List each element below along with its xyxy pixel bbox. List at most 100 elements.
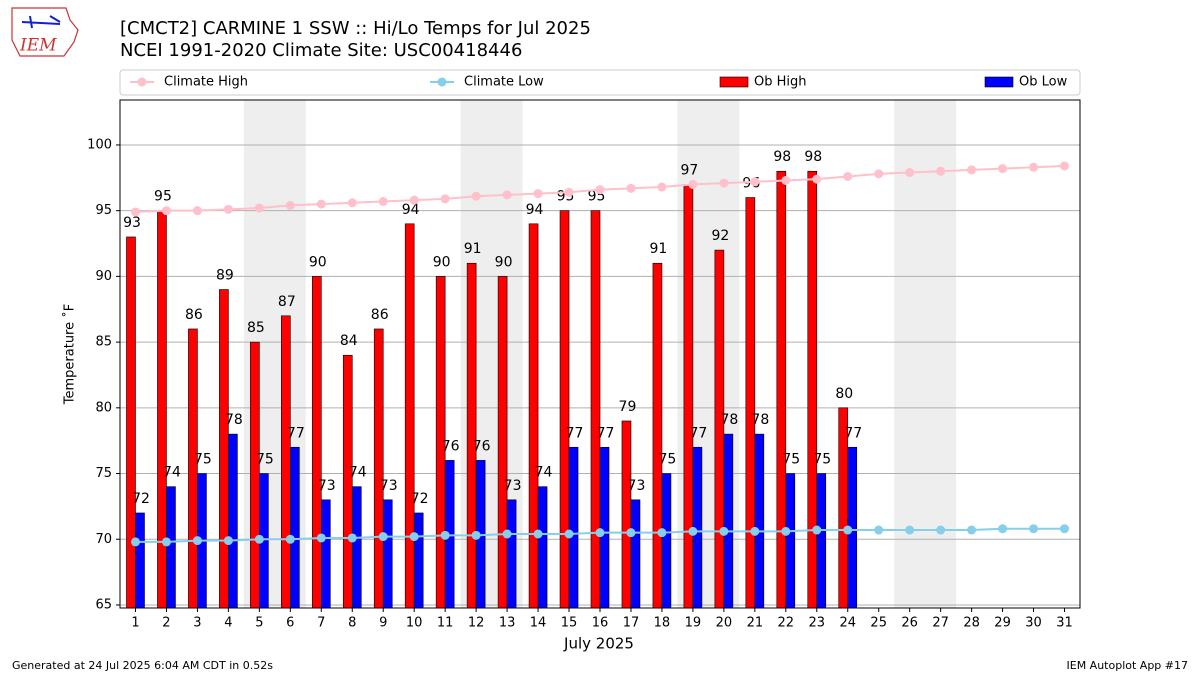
x-tick-label: 21: [747, 616, 764, 631]
bar: [250, 341, 260, 609]
line-point: [440, 530, 450, 540]
line-point: [316, 199, 326, 209]
chart-title: [CMCT2] CARMINE 1 SSW :: Hi/Lo Temps for…: [120, 18, 591, 39]
bar-value-label: 89: [216, 268, 234, 284]
line-point: [502, 529, 512, 539]
line-point: [595, 528, 605, 538]
legend-label: Climate Low: [464, 75, 544, 90]
bar-value-label: 94: [402, 202, 420, 218]
bar-value-label: 74: [535, 465, 553, 481]
bar-value-label: 85: [247, 320, 265, 336]
line-point: [502, 190, 512, 200]
line-point: [998, 164, 1008, 174]
x-tick-label: 23: [809, 616, 826, 631]
line-point: [378, 532, 388, 542]
line-point: [1060, 161, 1070, 171]
x-tick-label: 30: [1025, 616, 1042, 631]
bar: [382, 499, 393, 609]
bar: [745, 197, 756, 609]
bar-value-label: 73: [628, 478, 646, 494]
line-point: [192, 536, 202, 546]
bar-value-label: 98: [773, 149, 791, 165]
y-tick-label: 65: [95, 597, 112, 612]
bar-value-label: 98: [804, 149, 822, 165]
line-point: [626, 528, 636, 538]
x-tick-label: 14: [530, 616, 547, 631]
bar-value-label: 78: [751, 412, 769, 428]
bar-value-label: 95: [154, 189, 172, 205]
bar-value-label: 86: [371, 307, 389, 323]
line-point: [223, 536, 233, 546]
line-point: [1029, 524, 1039, 534]
line-point: [657, 182, 667, 192]
bar-value-label: 90: [495, 254, 513, 270]
line-point: [471, 191, 481, 201]
bar: [785, 473, 796, 609]
line-point: [347, 533, 357, 543]
y-tick-label: 100: [87, 137, 112, 152]
bar: [807, 170, 818, 609]
line-point: [533, 529, 543, 539]
bar-value-label: 72: [411, 491, 429, 507]
y-tick-label: 90: [95, 269, 112, 284]
x-tick-label: 4: [224, 616, 232, 631]
x-tick-label: 17: [623, 616, 640, 631]
weekend-shade: [894, 100, 957, 608]
line-point: [1060, 524, 1070, 534]
x-tick-label: 18: [654, 616, 671, 631]
line-point: [719, 178, 729, 188]
x-tick-label: 15: [561, 616, 578, 631]
bar-value-label: 73: [380, 478, 398, 494]
line-point: [130, 207, 140, 217]
bar: [157, 210, 167, 609]
bar-value-label: 79: [619, 399, 637, 415]
bar-value-label: 78: [720, 412, 738, 428]
bar: [466, 262, 477, 609]
bar: [506, 499, 517, 609]
line-point: [719, 526, 729, 536]
bar: [714, 249, 725, 609]
x-tick-label: 11: [437, 616, 454, 631]
line-point: [409, 532, 419, 542]
x-tick-label: 6: [286, 616, 294, 631]
x-tick-label: 25: [870, 616, 887, 631]
bar: [126, 236, 136, 609]
line-point: [316, 533, 326, 543]
legend-label: Climate High: [164, 75, 248, 90]
bar: [166, 486, 176, 609]
bar: [599, 446, 610, 609]
line-point: [843, 525, 853, 535]
bar-value-label: 91: [650, 241, 668, 257]
bar: [559, 210, 570, 609]
y-tick-label: 70: [95, 532, 112, 547]
logo-outline: [11, 7, 79, 57]
bar: [228, 433, 238, 609]
x-tick-label: 24: [839, 616, 856, 631]
bar-value-label: 74: [349, 465, 367, 481]
line-point: [409, 195, 419, 205]
line-point: [998, 524, 1008, 534]
bar-value-label: 90: [309, 254, 327, 270]
line-point: [161, 537, 171, 547]
bar: [528, 223, 539, 609]
bar: [342, 354, 353, 609]
line-point: [967, 525, 977, 535]
bar: [754, 433, 765, 609]
x-tick-label: 5: [255, 616, 263, 631]
bar-value-label: 77: [597, 425, 615, 441]
line-point: [533, 189, 543, 199]
bar: [776, 170, 787, 609]
line-point: [843, 171, 853, 181]
bar: [413, 512, 424, 609]
bar: [290, 446, 300, 609]
bar: [219, 289, 229, 609]
legend-swatch: [984, 76, 1014, 88]
bar-value-label: 76: [473, 438, 491, 454]
x-tick-label: 27: [932, 616, 949, 631]
legend-marker: [437, 77, 447, 87]
line-point: [564, 187, 574, 197]
bar-value-label: 73: [318, 478, 336, 494]
x-tick-label: 13: [499, 616, 516, 631]
x-tick-label: 31: [1056, 616, 1073, 631]
x-tick-label: 3: [193, 616, 201, 631]
